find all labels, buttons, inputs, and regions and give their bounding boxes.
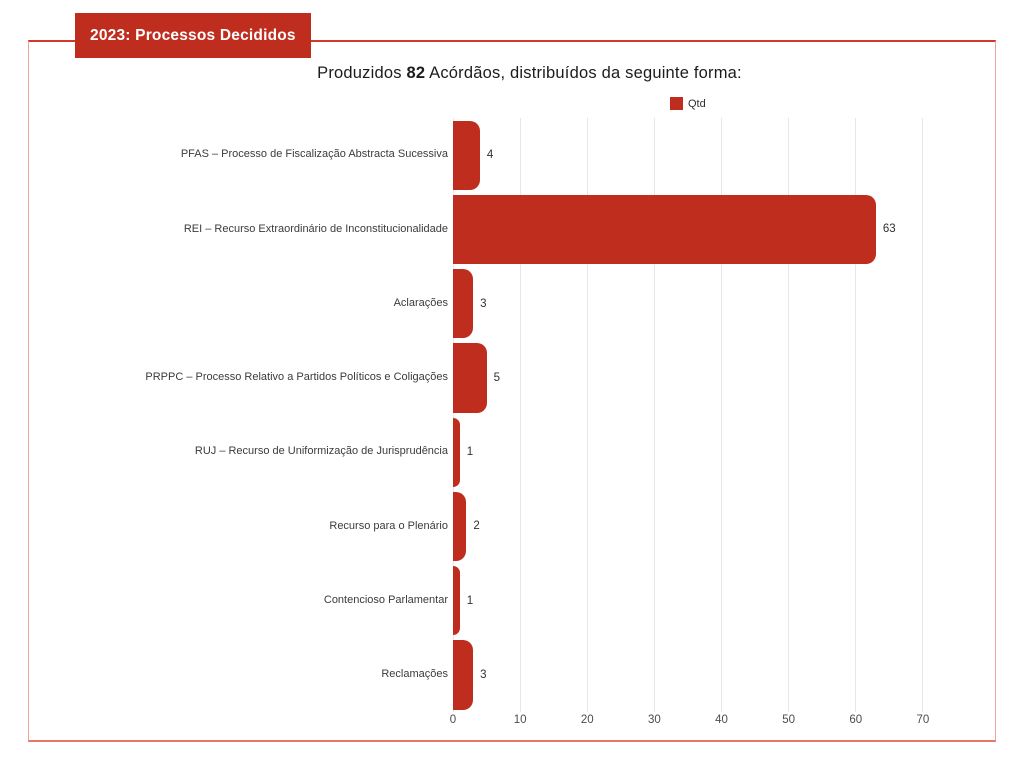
bar-row: 4 [453, 118, 990, 192]
gridline-x-70 [922, 118, 924, 712]
bar-row: 3 [453, 267, 990, 341]
gridline-x-60 [855, 118, 857, 712]
category-label: Contencioso Parlamentar [323, 593, 448, 606]
legend-label: Qtd [688, 97, 706, 110]
x-tick-label-30: 30 [647, 714, 661, 726]
x-tick-label-40: 40 [715, 714, 728, 726]
bar [453, 194, 876, 264]
chart-subtitle: Produzidos 82 Acórdãos, distribuídos da … [75, 64, 984, 83]
category-label: Reclamações [381, 668, 448, 680]
category-label: REI – Recurso Extraordinário de Inconsti… [183, 222, 448, 235]
bar-value-label: 4 [486, 149, 494, 162]
bar-value-label: 1 [466, 594, 474, 607]
bar-row: 2 [453, 489, 990, 563]
chart-title: 2023: Processos Decididos [90, 26, 296, 44]
x-tick-label-70: 70 [916, 714, 930, 726]
chart-title-banner: 2023: Processos Decididos [75, 13, 311, 58]
bar [453, 640, 474, 710]
gridline-x-40 [721, 118, 722, 712]
x-tick-label-10: 10 [513, 714, 527, 726]
gridline-x-0 [452, 118, 454, 712]
x-tick-label-0: 0 [449, 714, 457, 726]
category-labels-column: PFAS – Processo de Fiscalização Abstract… [30, 118, 448, 712]
x-tick-label-50: 50 [782, 714, 796, 726]
bar-row: 1 [453, 564, 990, 638]
subtitle-prefix: Produzidos [317, 64, 407, 82]
bar-value-label: 5 [493, 371, 500, 384]
bar [453, 491, 467, 561]
page-border-frame [28, 40, 996, 742]
bar-row: 5 [453, 341, 990, 415]
bar-value-label: 2 [473, 520, 480, 533]
subtitle-suffix: Acórdãos, distribuídos da seguinte forma… [425, 64, 742, 82]
bar [453, 343, 487, 413]
subtitle-count: 82 [406, 64, 426, 82]
gridline-x-30 [653, 118, 655, 712]
category-label: RUJ – Recurso de Uniformização de Jurisp… [194, 445, 448, 458]
bar-row: 1 [453, 415, 990, 489]
gridline-x-20 [586, 118, 588, 712]
bar-value-label: 3 [480, 668, 487, 681]
legend: Qtd [670, 97, 706, 110]
bar-value-label: 63 [882, 223, 896, 236]
category-label: Recurso para o Plenário [329, 519, 448, 532]
category-label: Aclarações [393, 296, 448, 309]
gridline-x-10 [519, 118, 521, 712]
category-label: PFAS – Processo de Fiscalização Abstract… [180, 148, 448, 161]
category-label: PRPPC – Processo Relativo a Partidos Pol… [145, 371, 448, 383]
bar [453, 417, 460, 487]
bar-row: 3 [453, 638, 990, 712]
x-axis: 0 10 20 30 40 50 60 70 [449, 714, 990, 732]
legend-swatch-icon [670, 97, 683, 110]
x-tick-label-20: 20 [580, 714, 594, 726]
gridline-x-50 [788, 118, 790, 712]
bar-row: 63 [453, 192, 990, 266]
bar-value-label: 3 [480, 297, 487, 310]
bar [453, 269, 474, 339]
x-tick-label-60: 60 [849, 714, 863, 726]
bar [453, 120, 480, 190]
bar [453, 566, 460, 636]
plot-area: 4 63 3 5 1 2 1 3 [452, 118, 990, 712]
bar-value-label: 1 [466, 446, 474, 459]
